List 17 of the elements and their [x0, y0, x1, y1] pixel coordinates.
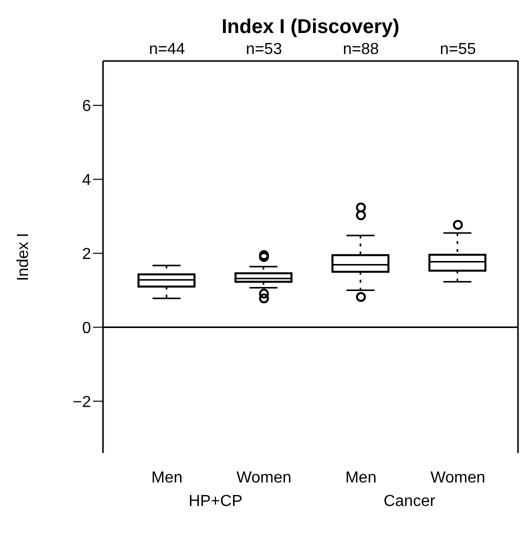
y-tick-label: 6: [82, 98, 92, 116]
text: HP+CP: [188, 493, 244, 511]
text: n=55: [438, 41, 477, 59]
text: n=53: [244, 41, 283, 59]
x-tick-label: Men: [151, 469, 183, 486]
x-tick-label: Men: [345, 469, 376, 486]
y-axis-title: Index I: [15, 232, 33, 281]
chart-title: Index I (Discovery): [220, 16, 400, 39]
text: n=88: [342, 41, 380, 59]
y-tick-label: 4: [82, 172, 92, 190]
y-tick-label: 0: [82, 320, 92, 337]
y-tick-label: 2: [82, 246, 92, 263]
y-tick-label: −2: [72, 394, 92, 411]
x-tick-label: Women: [430, 469, 486, 486]
text: n=44: [148, 41, 186, 59]
text: Cancer: [382, 493, 436, 511]
x-tick-label: Women: [236, 469, 292, 486]
